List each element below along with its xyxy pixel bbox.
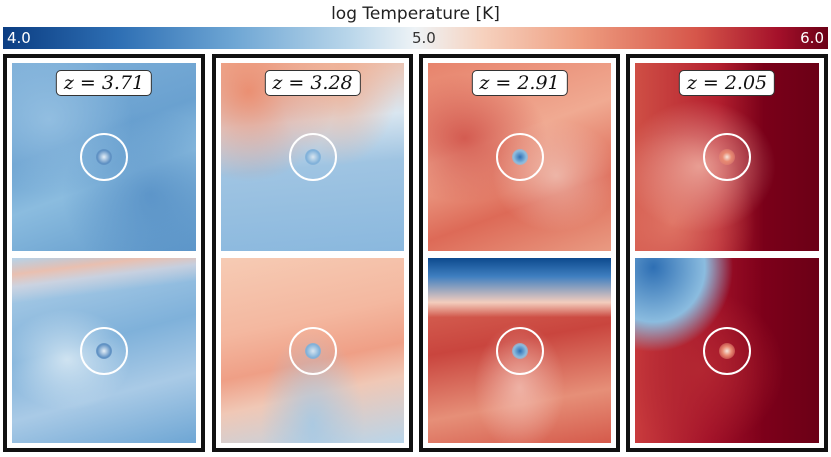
snapshot-panel-4: z = 2.05: [626, 54, 828, 452]
halo-circle: [703, 133, 751, 181]
colorbar: 4.0 5.0 6.0: [3, 27, 828, 49]
halo-circle: [80, 326, 128, 375]
redshift-label: z = 2.05: [678, 70, 776, 96]
colorbar-tick-max: 6.0: [800, 29, 824, 47]
temperature-map-bottom: [428, 258, 611, 443]
redshift-label: z = 3.28: [264, 70, 361, 96]
temperature-map-bottom: [221, 258, 404, 443]
halo-circle: [80, 133, 128, 181]
snapshot-panel-2: z = 3.28: [212, 54, 413, 452]
colorbar-tick-mid: 5.0: [412, 29, 436, 47]
colorbar-tick-min: 4.0: [7, 29, 31, 47]
temperature-map-bottom: [635, 258, 819, 443]
snapshot-panel-3: z = 2.91: [419, 54, 620, 452]
halo-circle: [703, 326, 751, 375]
temperature-map-top: z = 2.91: [428, 63, 611, 251]
snapshot-panel-1: z = 3.71: [3, 54, 205, 452]
temperature-map-top: z = 3.71: [12, 63, 196, 251]
temperature-map-bottom: [12, 258, 196, 443]
redshift-label: z = 2.91: [471, 70, 568, 96]
temperature-map-top: z = 2.05: [635, 63, 819, 251]
redshift-label: z = 3.71: [55, 70, 153, 96]
halo-circle: [288, 326, 337, 375]
colorbar-title: log Temperature [K]: [331, 4, 500, 24]
halo-circle: [495, 326, 544, 375]
halo-circle: [495, 133, 544, 181]
temperature-map-top: z = 3.28: [221, 63, 404, 251]
halo-circle: [288, 133, 337, 181]
